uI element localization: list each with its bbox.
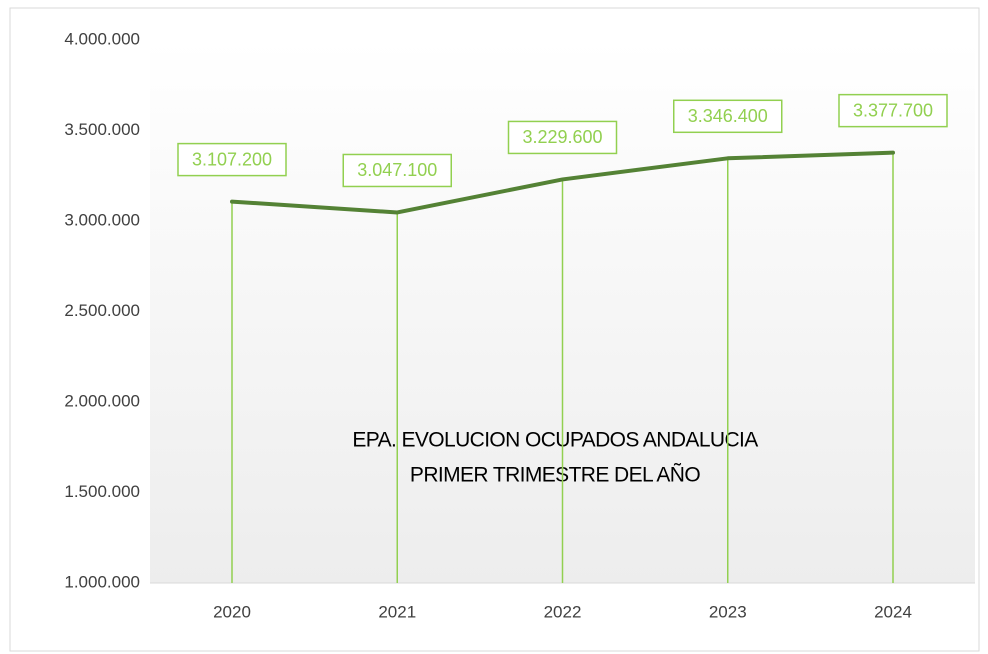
y-tick-label: 2.500.000 [64, 301, 140, 320]
data-label: 3.346.400 [688, 106, 768, 126]
x-tick-label: 2022 [544, 602, 582, 621]
data-label: 3.377.700 [853, 100, 933, 120]
x-tick-label: 2024 [874, 602, 912, 621]
y-tick-label: 1.000.000 [64, 572, 140, 591]
y-tick-label: 4.000.000 [64, 29, 140, 48]
chart-subtitle: PRIMER TRIMESTRE DEL AÑO [410, 463, 700, 487]
data-label-box [342, 153, 452, 188]
y-tick-label: 3.500.000 [64, 120, 140, 139]
data-label-box [177, 142, 287, 177]
data-label-box [673, 99, 783, 134]
chart-title: EPA. EVOLUCION OCUPADOS ANDALUCIA [352, 429, 758, 452]
y-tick-label: 1.500.000 [64, 482, 140, 501]
line-series [230, 150, 895, 215]
data-label: 3.047.100 [357, 160, 437, 180]
x-tick-label: 2023 [709, 602, 747, 621]
data-label: 3.107.200 [192, 149, 272, 169]
y-tick-label: 3.000.000 [64, 210, 140, 229]
data-label-box [838, 93, 948, 128]
x-tick-label: 2021 [378, 602, 416, 621]
x-tick-label: 2020 [213, 602, 251, 621]
data-label: 3.229.600 [522, 127, 602, 147]
data-label-box [507, 120, 618, 155]
y-tick-label: 2.000.000 [64, 391, 140, 410]
